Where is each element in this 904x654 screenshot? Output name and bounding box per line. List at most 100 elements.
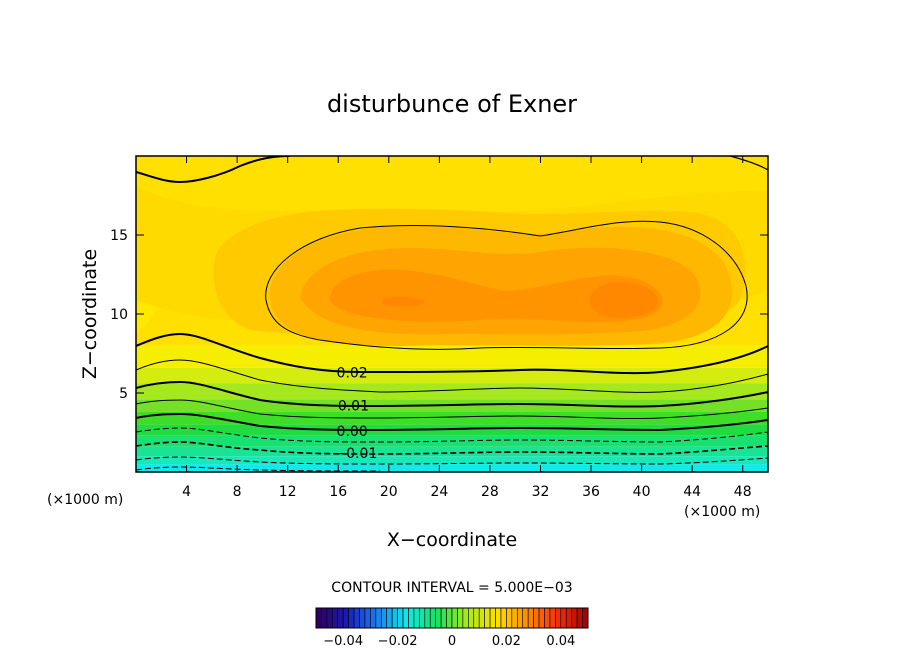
colorbar-cell — [495, 607, 502, 629]
colorbar-cell — [527, 607, 534, 629]
colorbar-tick-label: −0.04 — [323, 634, 363, 649]
colorbar-cell — [462, 607, 469, 629]
x-tick-label: 20 — [380, 484, 398, 500]
contour-line-neg-0-02 — [136, 466, 381, 472]
fill-upper-core-3 — [381, 296, 425, 307]
x-axis-title: X−coordinate — [387, 529, 517, 551]
colorbar-cell — [348, 607, 355, 629]
contour-label: 0.02 — [337, 365, 368, 381]
contour-label-text: 0.00 — [337, 424, 368, 440]
fill-band-2 — [136, 446, 768, 457]
colorbar-cell — [402, 607, 409, 629]
colorbar-cell — [500, 607, 507, 629]
contour-line-closed-max — [265, 220, 748, 350]
colorbar-cell — [516, 607, 524, 629]
fill-band-9 — [136, 345, 768, 368]
plot-area: 0.020.010.00−0.01 4 8 12 16 20 24 28 32 36 40 44 48… — [110, 155, 769, 500]
contour-line-0-005 — [136, 399, 768, 420]
colorbar-cell — [506, 607, 513, 629]
x-tick-label: 16 — [329, 484, 347, 500]
colorbar-cell — [386, 607, 393, 629]
contour-line-0-00 — [136, 412, 768, 432]
colorbar-cell — [419, 607, 426, 629]
y-tick-label: 15 — [110, 228, 128, 244]
x-tick-label: 36 — [582, 484, 600, 500]
colorbar-cell — [440, 607, 447, 629]
colorbar-tick-label: 0.04 — [546, 634, 575, 649]
colorbar-cell — [533, 607, 540, 629]
x-tick-label: 32 — [532, 484, 550, 500]
x-tick-label: 48 — [734, 484, 752, 500]
x-tick-label: 40 — [633, 484, 651, 500]
x-tick-label: 12 — [279, 484, 297, 500]
y-tick-label: 5 — [119, 386, 128, 402]
x-axis-ticks: 4 8 12 16 20 24 28 32 36 40 44 48 — [182, 156, 752, 500]
colorbar-cell — [353, 607, 360, 629]
x-tick-label: 8 — [233, 484, 242, 500]
contour-interval-label: CONTOUR INTERVAL = 5.000E−03 — [331, 580, 572, 596]
fill-upper-core-2 — [589, 282, 658, 318]
contour-label: 0.00 — [337, 424, 368, 440]
fill-upper-core-1 — [330, 269, 663, 322]
colorbar-tick-label: 0.02 — [492, 634, 521, 649]
contour-label-text: 0.01 — [338, 399, 369, 415]
colorbar-cell — [457, 607, 464, 629]
contour-labels: 0.02 0.01 0.00 −0.01 — [334, 365, 377, 462]
colorbar-cell — [446, 607, 453, 629]
contour-line-0-015 — [136, 359, 768, 393]
colorbar-cell — [375, 607, 382, 629]
colorbar-cell — [489, 607, 496, 629]
colorbar-cell — [538, 607, 545, 629]
contour-lines — [136, 156, 768, 472]
colorbar-cell — [315, 607, 322, 629]
colorbar-ticks: −0.04 −0.02 0 0.02 0.04 — [323, 634, 575, 649]
colorbar-cell — [380, 607, 388, 629]
contour-line-top-right — [729, 156, 768, 171]
contour-label-text: −0.01 — [334, 446, 377, 462]
colorbar-cell — [321, 607, 328, 629]
colorbar-cell — [511, 607, 518, 629]
colorbar-cell — [468, 607, 475, 629]
contour-label: −0.01 — [334, 446, 377, 462]
colorbar-cell — [359, 607, 366, 629]
x-tick-label: 4 — [182, 484, 191, 500]
x-tick-label: 24 — [430, 484, 448, 500]
fill-band-7 — [136, 383, 768, 400]
colorbar-cell — [326, 607, 333, 629]
contour-line-neg-0-01 — [136, 441, 768, 455]
contour-label: 0.01 — [338, 399, 369, 415]
fill-band-1 — [136, 456, 768, 465]
colorbar-cell — [571, 607, 578, 629]
fill-band-4 — [136, 424, 768, 436]
colorbar-cell — [364, 607, 371, 629]
y-tick-label: 10 — [110, 307, 128, 323]
colorbar-tick-label: −0.02 — [378, 634, 418, 649]
colorbar-cell — [560, 607, 567, 629]
contour-line-neg-0-005 — [136, 427, 768, 443]
colorbar-cell — [478, 607, 485, 629]
contour-line-0-02 — [136, 332, 768, 375]
contour-label-text: 0.02 — [337, 365, 368, 381]
x-tick-label: 28 — [481, 484, 499, 500]
colorbar-cell — [576, 607, 583, 629]
colorbar-cell — [451, 607, 458, 629]
x-axis-unit-left: (×1000 m) — [47, 492, 123, 508]
fill-band-5 — [136, 411, 768, 425]
contour-line-top-left — [136, 156, 291, 184]
chart-title: disturbunce of Exner — [327, 90, 577, 118]
colorbar-cell — [484, 607, 491, 629]
colorbar-cell — [549, 607, 556, 629]
x-tick-label: 44 — [683, 484, 701, 500]
colorbar-cell — [555, 607, 562, 629]
colorbar-cell — [337, 607, 344, 629]
y-axis-ticks: 5 10 15 — [110, 228, 768, 402]
x-axis-unit-right: (×1000 m) — [684, 504, 760, 520]
colorbar-cell — [397, 607, 404, 629]
colorbar-cell — [565, 607, 572, 629]
colorbar-cell — [429, 607, 436, 629]
contour-line-neg-0-015 — [136, 456, 768, 465]
colorbar-cell — [544, 607, 551, 629]
colorbar-cell — [435, 607, 442, 629]
contour-line-0-01 — [136, 380, 768, 408]
